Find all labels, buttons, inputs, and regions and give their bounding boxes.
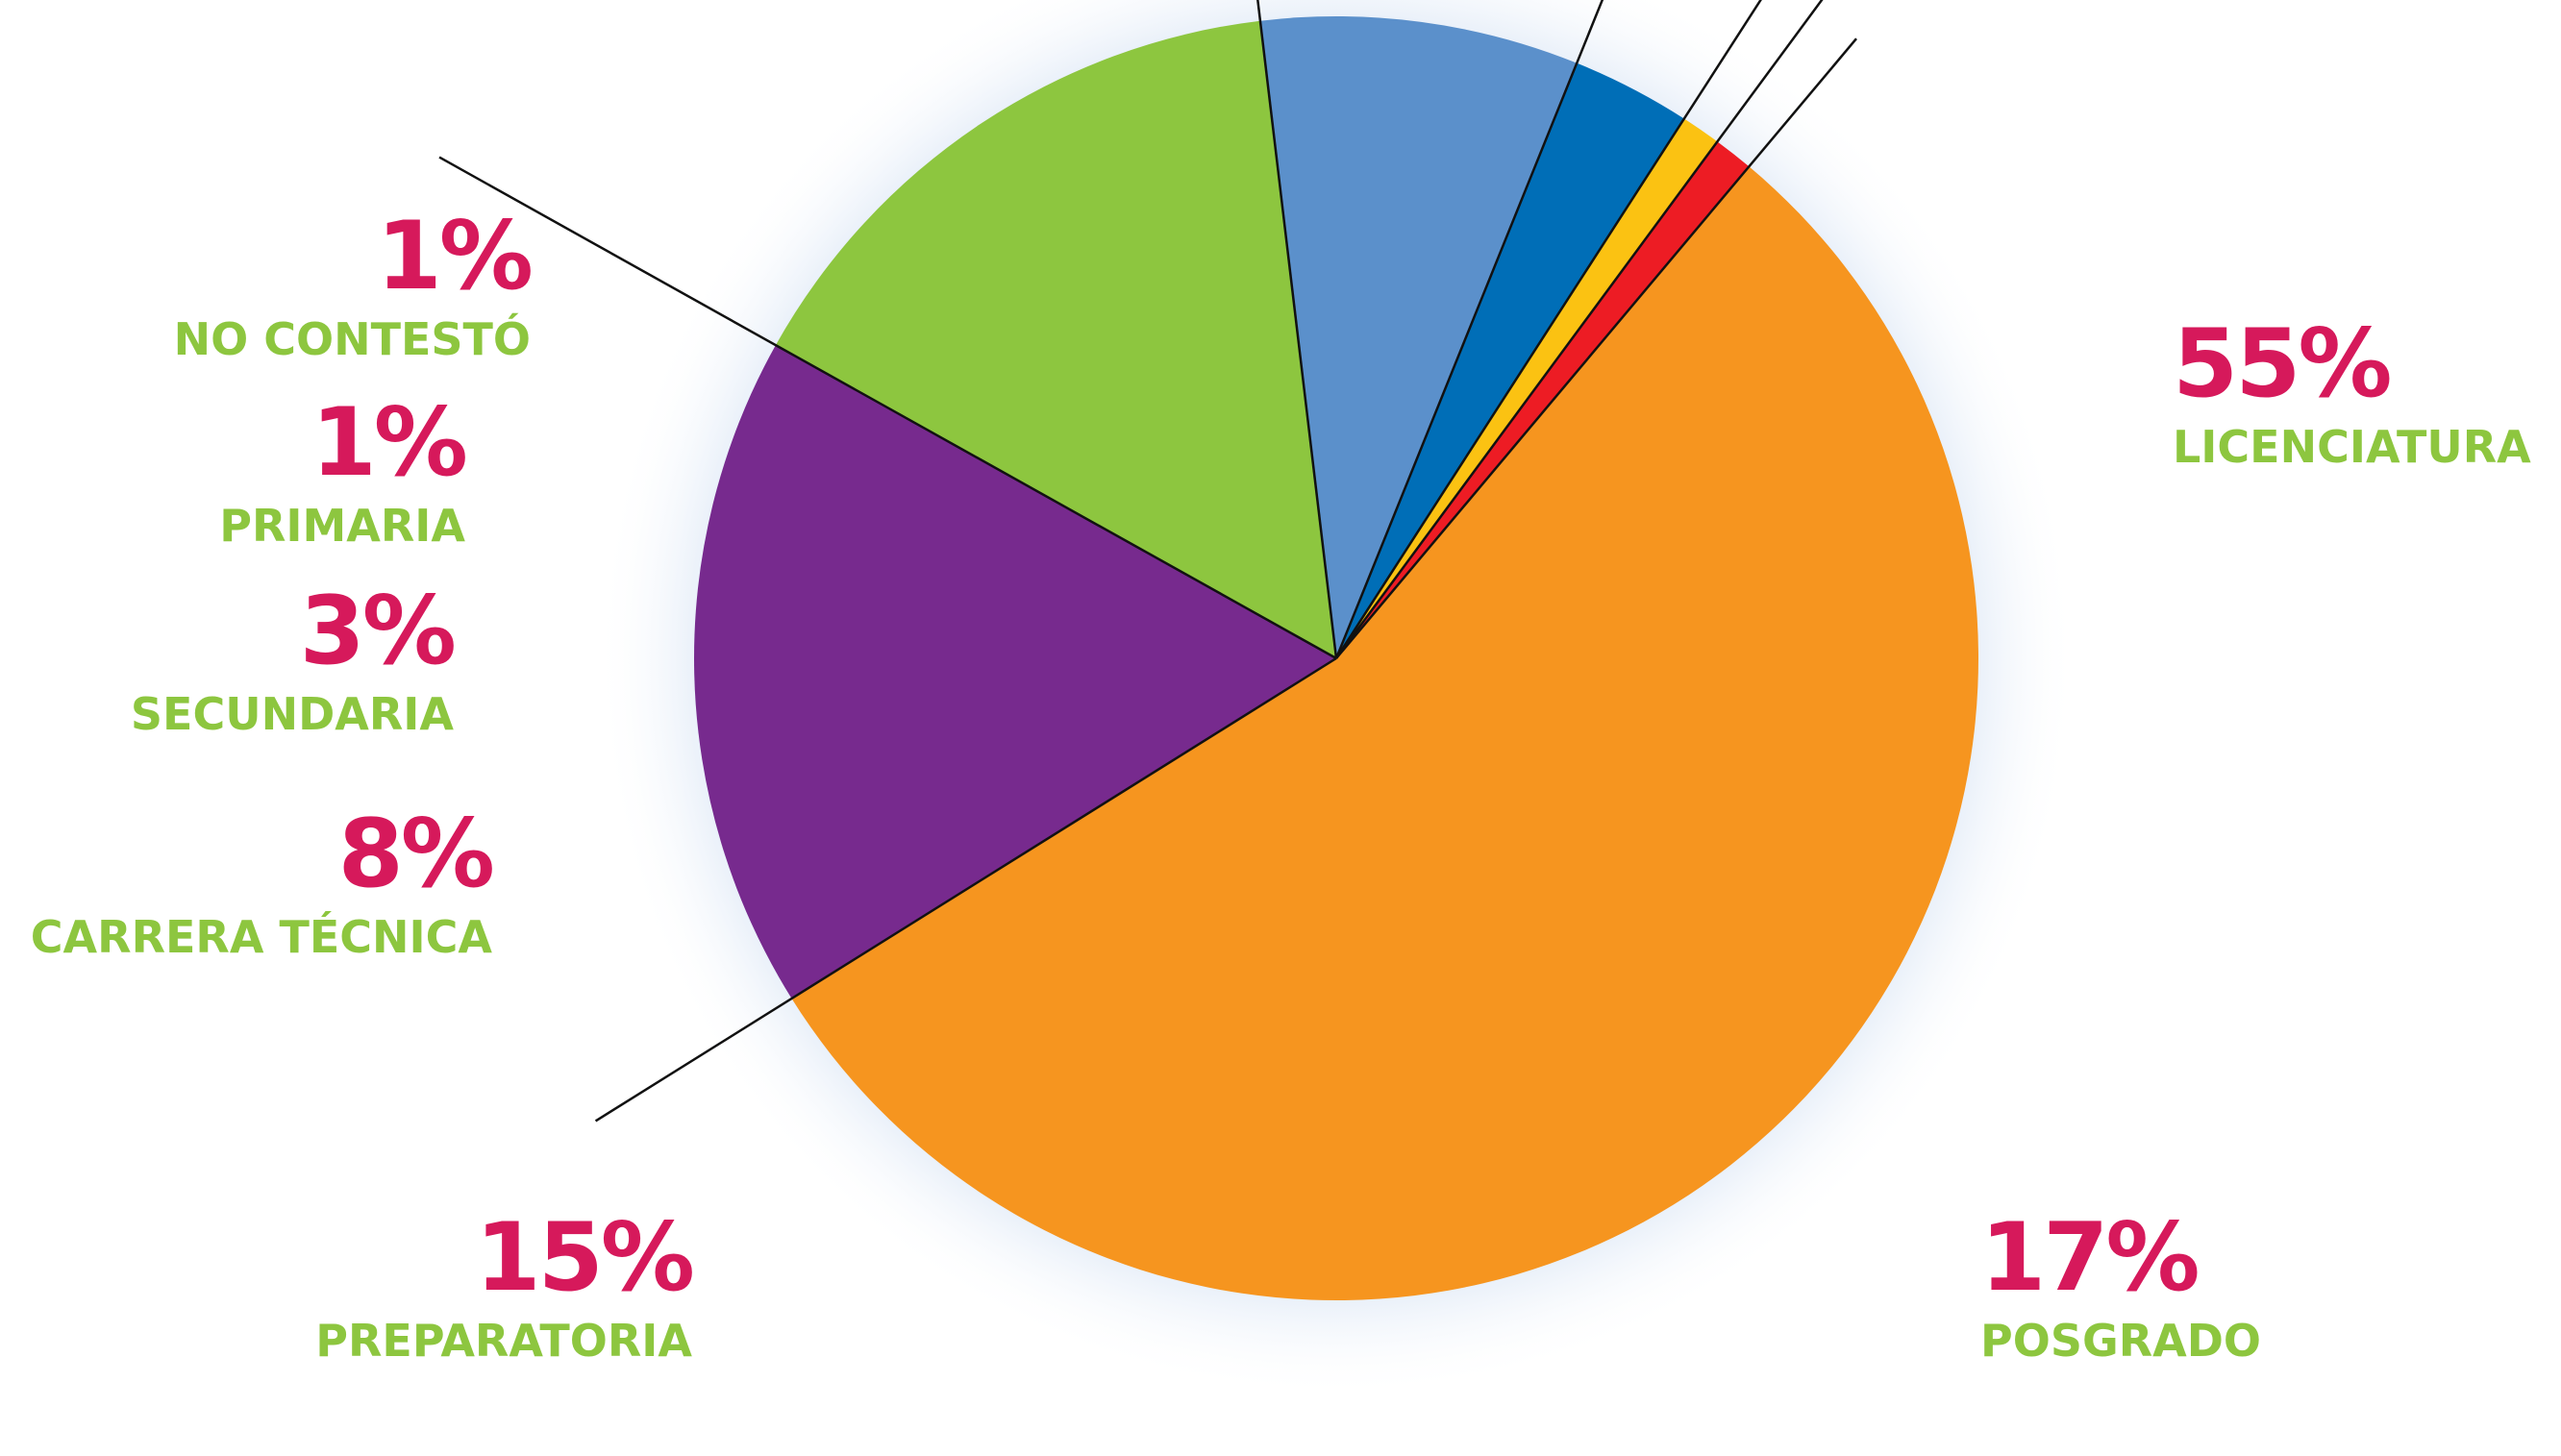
- slice-label-no-contesto: 1% NO CONTESTÓ: [0, 202, 534, 366]
- pie-slice-licenciatura: [791, 166, 1979, 1300]
- slice-label-preparatoria: 15% PREPARATORIA: [192, 1203, 695, 1368]
- slice-label-secundaria: 3% SECUNDARIA: [0, 577, 457, 741]
- pie-slices: [693, 15, 1979, 1300]
- leader-lines: [438, 0, 1857, 1123]
- percent-label: 17%: [1980, 1203, 2200, 1313]
- pie-slice-carrera-t-cnica: [1259, 15, 1578, 658]
- leader-line: [1334, 0, 1824, 659]
- pie-slice-posgrado: [693, 345, 1336, 999]
- category-label: PREPARATORIA: [315, 1315, 692, 1367]
- leader-line: [438, 156, 1337, 660]
- category-label: NO CONTESTÓ: [173, 313, 531, 365]
- category-label: LICENCIATURA: [2173, 421, 2531, 473]
- pie-slice-no-contest-: [1336, 141, 1750, 659]
- leader-line: [1335, 37, 1857, 659]
- percent-label: 15%: [475, 1203, 695, 1313]
- category-label: PRIMARIA: [219, 500, 465, 552]
- category-label: POSGRADO: [1980, 1315, 2262, 1367]
- slice-label-primaria: 1% PRIMARIA: [0, 388, 468, 553]
- leader-line: [1334, 0, 1604, 659]
- percent-label: 1%: [311, 388, 468, 498]
- leader-line: [594, 656, 1337, 1123]
- slice-label-licenciatura: 55% LICENCIATURA: [2173, 317, 2531, 474]
- category-label: CARRERA TÉCNICA: [30, 911, 492, 963]
- leader-line: [1334, 0, 1762, 659]
- pie-slice-primaria: [1336, 118, 1718, 658]
- category-label: SECUNDARIA: [130, 688, 454, 740]
- percent-label: 3%: [299, 577, 457, 686]
- percent-label: 8%: [337, 800, 495, 909]
- pie-slice-preparatoria: [775, 20, 1336, 659]
- percent-label: 1%: [376, 202, 534, 311]
- percent-label: 55%: [2173, 309, 2393, 419]
- slice-label-posgrado: 17% POSGRADO: [1980, 1211, 2261, 1368]
- leader-line: [1256, 0, 1338, 659]
- slice-label-carrera-tecnica: 8% CARRERA TÉCNICA: [0, 800, 495, 964]
- pie-slice-secundaria: [1336, 62, 1684, 659]
